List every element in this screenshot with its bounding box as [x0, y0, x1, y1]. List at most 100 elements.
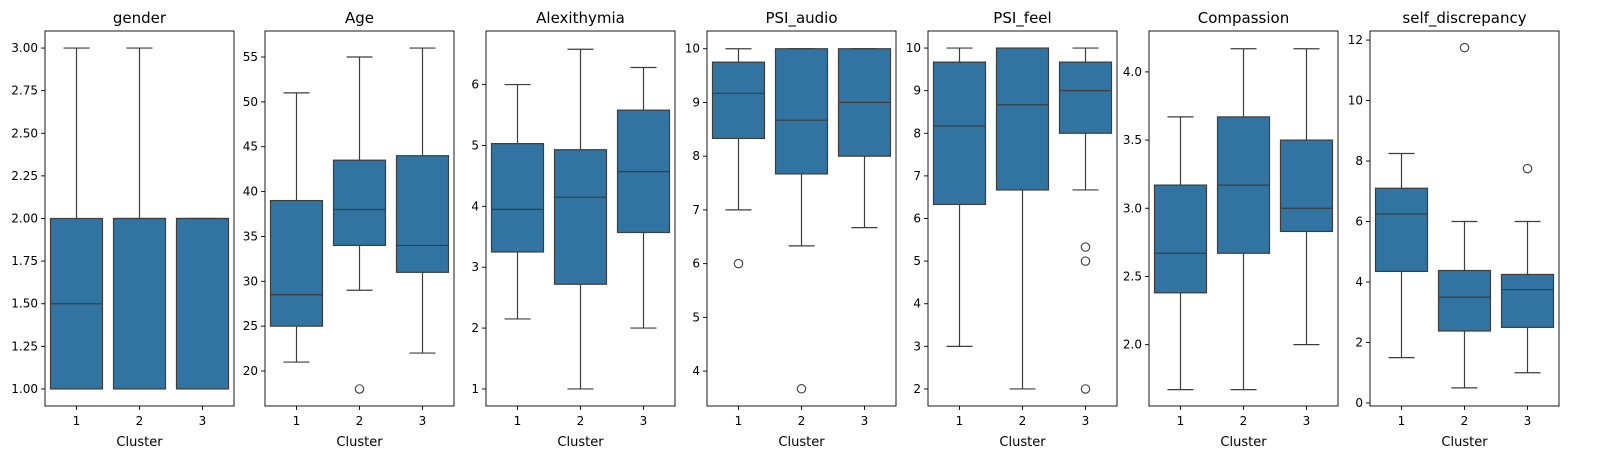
x-tick-label: 1 [956, 414, 964, 428]
box-cluster-2 [995, 47, 1050, 390]
x-axis-label: Cluster [116, 435, 163, 450]
x-tick-label: 1 [514, 414, 522, 428]
outlier-point [796, 384, 807, 394]
y-tick-label: 5 [913, 254, 921, 268]
x-tick-label: 3 [1524, 414, 1532, 428]
panel-title: PSI_feel [993, 9, 1051, 28]
y-tick-label: 1 [471, 382, 479, 396]
y-tick-label: 1.00 [11, 382, 38, 396]
box-cluster-1 [269, 92, 324, 363]
y-tick-label: 3.5 [1123, 133, 1142, 147]
iqr-box [1374, 187, 1429, 273]
panel-5: 2 3 4 5 6 7 8 9 10 1 2 3 PSI_feel Cluster [906, 9, 1118, 450]
panel-2: 20 25 30 35 40 45 50 55 1 2 3 Age Cluster [243, 9, 455, 450]
box-cluster-3 [1058, 47, 1113, 394]
iqr-box [1153, 184, 1208, 294]
panel-1: 1.00 1.25 1.50 1.75 2.00 2.25 2.50 2.75 3.00 1 2 3 g… [11, 9, 235, 450]
y-tick-label: 4 [1355, 275, 1363, 289]
x-axis-label: Cluster [557, 435, 604, 450]
x-tick-label: 3 [419, 414, 427, 428]
y-tick-label: 20 [243, 364, 258, 378]
y-tick-label: 10 [1348, 94, 1363, 108]
y-tick-label: 2.0 [1123, 338, 1142, 352]
y-tick-label: 9 [913, 84, 921, 98]
iqr-box [269, 199, 324, 327]
y-tick-label: 3.0 [1123, 201, 1142, 215]
iqr-box [774, 48, 829, 175]
iqr-box [175, 217, 230, 390]
y-tick-label: 2.00 [11, 212, 38, 226]
y-tick-label: 2 [913, 382, 921, 396]
x-axis-label: Cluster [778, 435, 825, 450]
outlier-point [733, 258, 744, 269]
y-tick-label: 2.75 [11, 84, 38, 98]
box-cluster-2 [1437, 42, 1492, 389]
box-cluster-1 [1374, 152, 1429, 359]
iqr-box [1279, 139, 1334, 233]
y-tick-label: 9 [692, 95, 700, 109]
panel-4: 4 5 6 7 8 9 10 1 2 3 PSI_audio Cluster [685, 9, 897, 450]
y-tick-label: 5 [471, 138, 479, 152]
panel-6: 2.0 2.5 3.0 3.5 4.0 1 2 3 Compassion Cluster [1123, 9, 1339, 450]
iqr-box [711, 61, 766, 140]
outlier-point [1080, 242, 1091, 252]
y-tick-label: 2 [1355, 335, 1363, 349]
y-tick-label: 5 [692, 310, 700, 324]
y-tick-label: 40 [243, 185, 258, 199]
panel-3: 1 2 3 4 5 6 1 2 3 Alexithymia Cluster [471, 9, 676, 450]
box-cluster-2 [553, 48, 608, 390]
x-axis-label: Cluster [1220, 435, 1267, 450]
x-tick-label: 1 [73, 414, 81, 428]
iqr-box [553, 149, 608, 285]
x-tick-label: 2 [577, 414, 585, 428]
iqr-box [112, 217, 167, 390]
x-tick-label: 2 [798, 414, 806, 428]
y-tick-label: 50 [243, 95, 258, 109]
x-tick-label: 2 [356, 414, 364, 428]
y-tick-label: 2.5 [1123, 269, 1142, 283]
y-tick-label: 35 [243, 229, 258, 243]
y-tick-label: 45 [243, 140, 258, 154]
y-tick-label: 4 [913, 297, 921, 311]
x-tick-label: 1 [735, 414, 743, 428]
y-tick-label: 12 [1348, 33, 1363, 47]
iqr-box [332, 159, 387, 247]
y-tick-label: 3.00 [11, 41, 38, 55]
iqr-box [932, 61, 987, 206]
x-tick-label: 3 [861, 414, 869, 428]
outlier-point [1522, 163, 1533, 174]
y-tick-label: 1.50 [11, 297, 38, 311]
iqr-box [995, 47, 1050, 191]
iqr-box [1437, 269, 1492, 332]
iqr-box [490, 143, 545, 253]
y-tick-label: 25 [243, 319, 258, 333]
box-cluster-1 [49, 47, 104, 390]
box-cluster-3 [837, 48, 892, 229]
panel-title: Age [345, 9, 374, 27]
x-tick-label: 2 [1019, 414, 1027, 428]
x-tick-label: 1 [1398, 414, 1406, 428]
y-tick-label: 2.25 [11, 169, 38, 183]
y-tick-label: 8 [692, 149, 700, 163]
x-tick-label: 2 [1240, 414, 1248, 428]
y-tick-label: 2.50 [11, 126, 38, 140]
x-axis-label: Cluster [1441, 435, 1488, 450]
box-cluster-2 [112, 47, 167, 390]
box-cluster-2 [774, 48, 829, 394]
panel-title: self_discrepancy [1402, 9, 1526, 28]
y-tick-label: 4 [471, 199, 479, 213]
x-tick-label: 3 [640, 414, 648, 428]
y-tick-label: 6 [1355, 215, 1363, 229]
x-tick-label: 3 [1303, 414, 1311, 428]
x-tick-label: 2 [136, 414, 144, 428]
x-tick-label: 3 [199, 414, 207, 428]
iqr-box [395, 155, 450, 273]
x-axis-label: Cluster [336, 435, 383, 450]
y-tick-label: 7 [692, 203, 700, 217]
box-cluster-1 [490, 83, 545, 320]
outlier-point [1080, 384, 1091, 394]
y-tick-label: 0 [1355, 396, 1363, 410]
iqr-box [1058, 61, 1113, 134]
y-tick-label: 2 [471, 321, 479, 335]
